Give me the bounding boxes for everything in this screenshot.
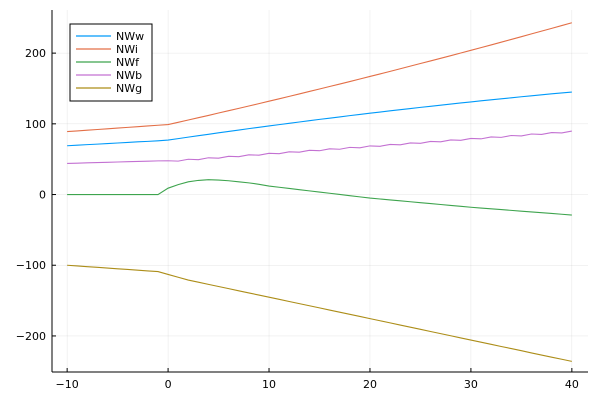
x-tick-label: 30 — [464, 378, 478, 391]
y-tick-label: −100 — [16, 259, 46, 272]
series-line-nww — [67, 91, 572, 147]
y-tick-label: 200 — [25, 47, 46, 60]
y-tick-label: 100 — [25, 118, 46, 131]
series-line-nwb — [67, 130, 572, 164]
x-tick-label: 10 — [262, 378, 276, 391]
x-tick-label: 0 — [165, 378, 172, 391]
legend-label: NWf — [116, 56, 140, 69]
legend-label: NWg — [116, 82, 142, 95]
legend-label: NWw — [116, 30, 144, 43]
series-line-nwi — [67, 22, 572, 133]
series-lines — [67, 22, 572, 362]
y-tick-label: −200 — [16, 330, 46, 343]
x-tick-label: 40 — [565, 378, 579, 391]
legend-label: NWb — [116, 69, 142, 82]
legend-label: NWi — [116, 43, 138, 56]
series-line-nwg — [67, 264, 572, 362]
series-line-nwf — [67, 179, 572, 216]
y-tick-label: 0 — [39, 189, 46, 202]
x-tick-label: −10 — [56, 378, 79, 391]
x-tick-label: 20 — [363, 378, 377, 391]
